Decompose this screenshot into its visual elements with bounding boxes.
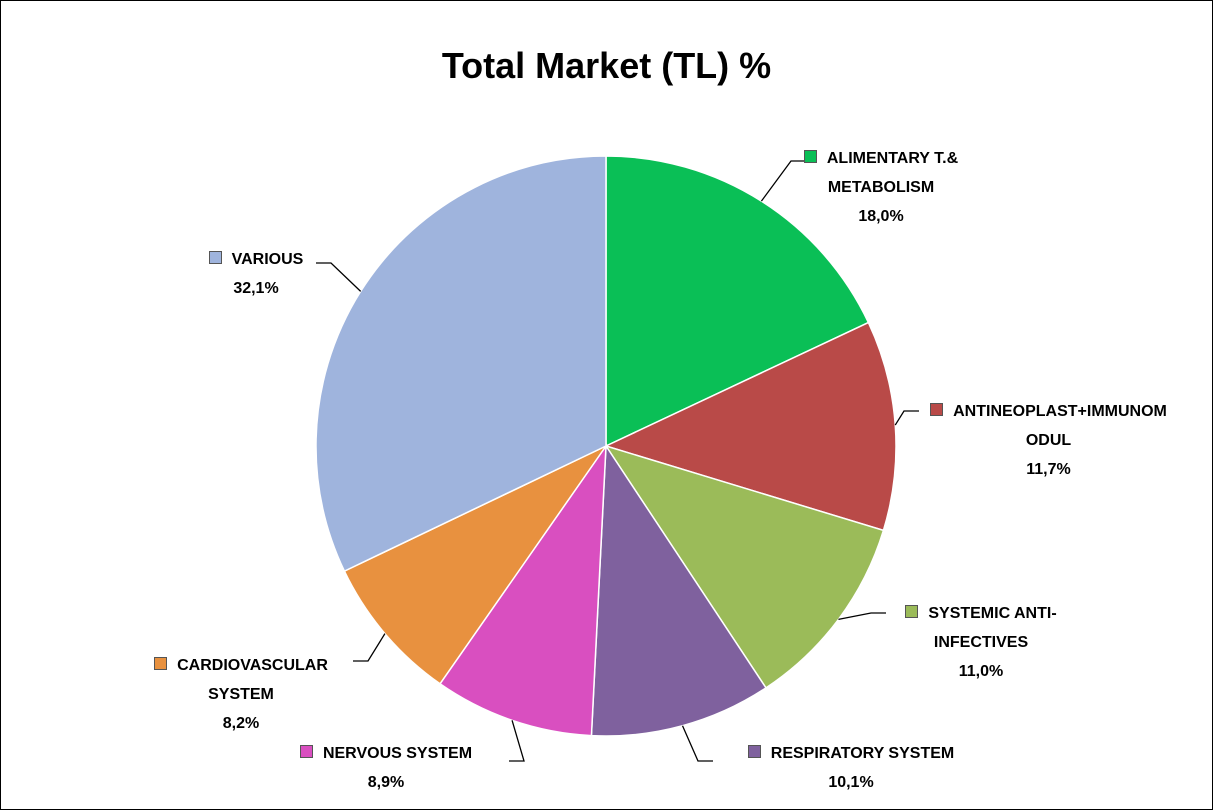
legend-marker: [154, 657, 168, 670]
leader-line: [316, 262, 362, 292]
leader-line: [353, 633, 386, 662]
data-label: ANTINEOPLAST+IMMUNOMODUL 11,7%: [926, 397, 1171, 484]
value-label: 11,7%: [1026, 461, 1071, 478]
legend-marker: [930, 403, 944, 416]
value-label: 32,1%: [233, 280, 279, 297]
category-label: SYSTEMIC ANTI-INFECTIVES: [928, 605, 1057, 651]
category-label: NERVOUS SYSTEM: [322, 745, 473, 762]
legend-marker: [208, 251, 222, 264]
pie-slice: [590, 443, 768, 737]
value-label: 8,9%: [367, 774, 405, 791]
leader-line: [681, 725, 713, 762]
legend-marker: [803, 150, 817, 163]
value-label: 10,1%: [828, 774, 874, 791]
legend-marker: [905, 605, 919, 618]
value-label: 18,0%: [858, 208, 904, 225]
legend-marker: [299, 745, 313, 758]
category-label: RESPIRATORY SYSTEM: [770, 745, 955, 762]
pie-slice: [604, 444, 885, 689]
data-label: CARDIOVASCULAR SYSTEM 8,2%: [126, 651, 356, 738]
leader-line: [760, 160, 806, 202]
leader-line: [894, 410, 919, 426]
pie-slice: [603, 321, 897, 532]
leader-line: [509, 720, 525, 762]
data-label: RESPIRATORY SYSTEM 10,1%: [721, 739, 981, 797]
data-label: NERVOUS SYSTEM 8,9%: [266, 739, 506, 797]
value-label: 11,0%: [958, 663, 1004, 680]
category-label: CARDIOVASCULAR SYSTEM: [177, 657, 328, 703]
data-label: ALIMENTARY T.& METABOLISM 18,0%: [786, 144, 976, 231]
category-label: VARIOUS: [231, 251, 304, 268]
legend-marker: [747, 745, 761, 758]
chart-title: Total Market (TL) %: [441, 45, 772, 86]
category-label: ALIMENTARY T.& METABOLISM: [826, 150, 959, 196]
data-label: VARIOUS 32,1%: [186, 245, 326, 303]
category-label: ANTINEOPLAST+IMMUNOMODUL: [953, 403, 1167, 449]
value-label: 8,2%: [222, 715, 260, 732]
leader-line: [838, 612, 886, 621]
pie-slice: [343, 444, 609, 685]
data-label: SYSTEMIC ANTI-INFECTIVES 11,0%: [886, 599, 1076, 686]
